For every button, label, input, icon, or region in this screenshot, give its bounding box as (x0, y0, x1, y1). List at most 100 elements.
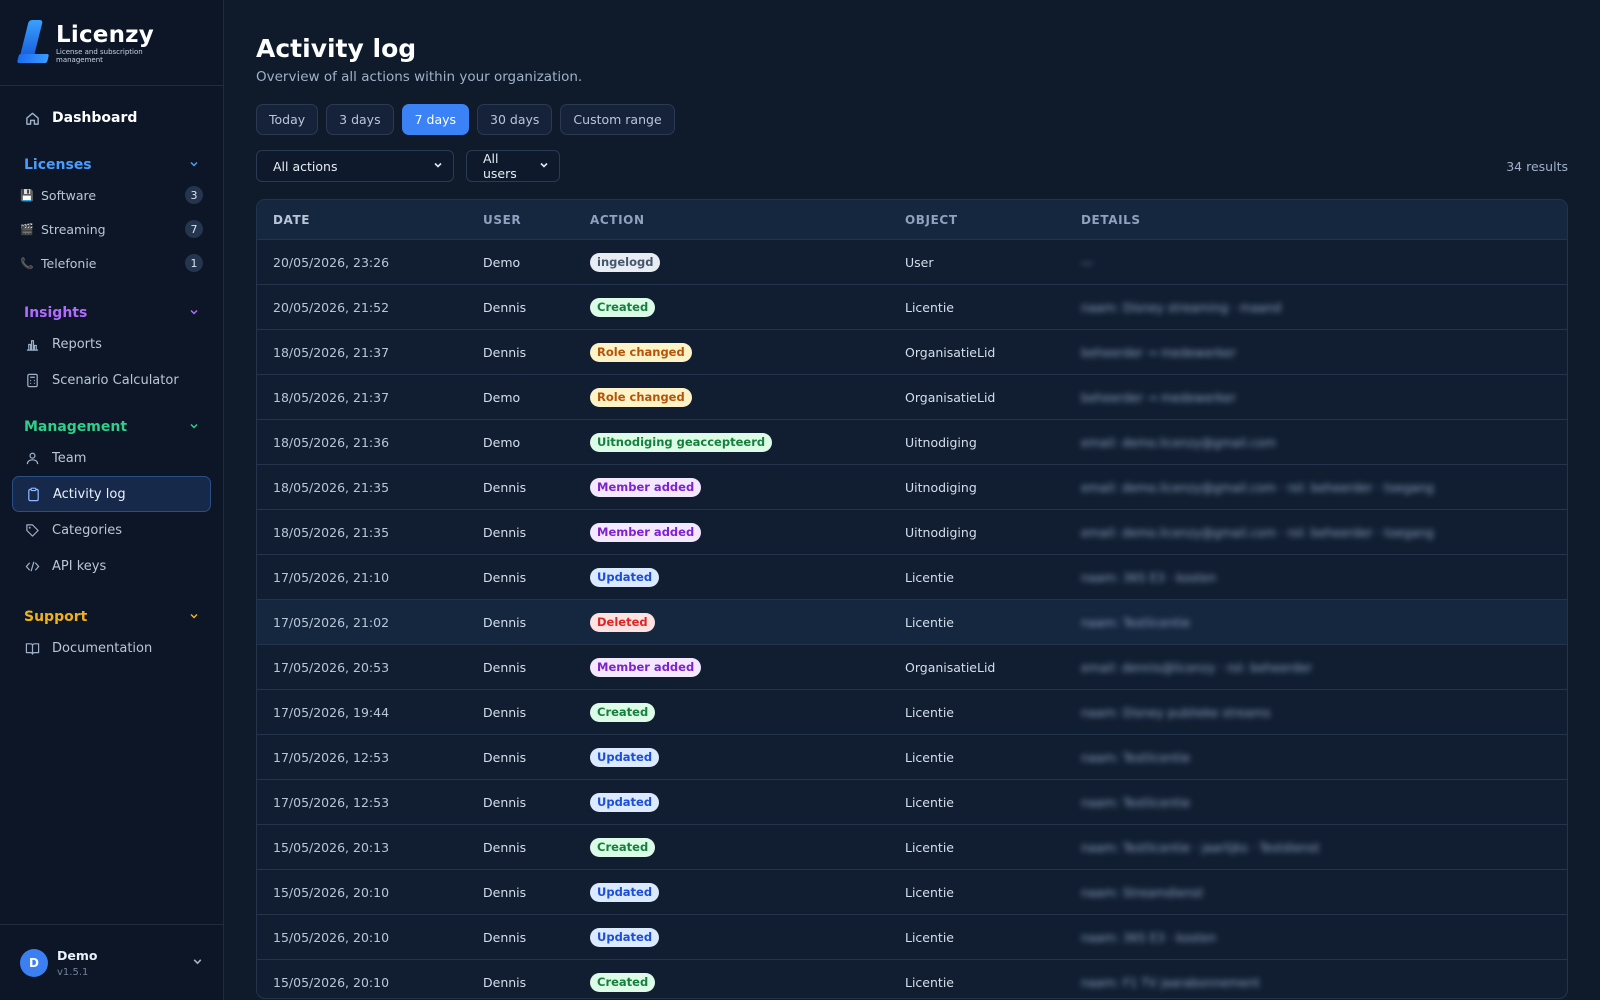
activity-table: DATE USER ACTION OBJECT DETAILS 20/05/20… (256, 199, 1568, 999)
cell-object: Licentie (905, 794, 954, 810)
section-support[interactable]: Support (12, 604, 211, 630)
book-icon (24, 640, 40, 656)
details-text: naam: Disney publieke streams (1081, 705, 1271, 720)
sidebar-item-documentation[interactable]: Documentation (12, 630, 211, 666)
clapperboard-icon: 🎬 (20, 222, 34, 236)
tag-icon (24, 522, 40, 538)
cell-user: Dennis (483, 929, 527, 945)
cell-action: ingelogd (590, 252, 905, 272)
sidebar-item-reports[interactable]: Reports (12, 326, 211, 362)
cell-user: Dennis (483, 299, 527, 315)
section-title: Licenses (24, 157, 92, 173)
cell-action: Member added (590, 477, 905, 497)
cell-object: Licentie (905, 299, 954, 315)
sidebar-item-telefonie[interactable]: 📞 Telefonie 1 (12, 246, 211, 280)
table-row[interactable]: 18/05/2026, 21:35 Dennis Member added Uitno… (257, 510, 1567, 555)
cell-object: Licentie (905, 614, 954, 630)
section-management[interactable]: Management (12, 414, 211, 440)
cell-action: Deleted (590, 612, 905, 632)
cell-user: Demo (483, 254, 521, 270)
action-filter-select[interactable]: All actions (256, 150, 454, 182)
results-count: 34 results (1506, 158, 1568, 174)
table-row[interactable]: 15/05/2026, 20:13 Dennis Created Licentie na… (257, 825, 1567, 870)
table-row[interactable]: 17/05/2026, 21:02 Dennis Deleted Licentie na… (257, 600, 1567, 645)
details-text: naam: Testlicentie (1081, 795, 1191, 810)
sidebar-item-api-keys[interactable]: API keys (12, 548, 211, 584)
table-row[interactable]: 15/05/2026, 20:10 Dennis Updated Licentie na… (257, 870, 1567, 915)
count-badge: 1 (185, 254, 203, 272)
sidebar-item-dashboard[interactable]: Dashboard (12, 104, 211, 132)
action-badge: Deleted (590, 612, 655, 632)
user-filter-select[interactable]: All users (466, 150, 560, 182)
brand-subtitle: License and subscription management (56, 48, 143, 64)
range-7-days-button[interactable]: 7 days (401, 104, 470, 135)
table-header: DATE USER ACTION OBJECT DETAILS (257, 200, 1567, 240)
range-30-days-button[interactable]: 30 days (477, 104, 553, 135)
table-row[interactable]: 18/05/2026, 21:37 Demo Role changed Organis… (257, 375, 1567, 420)
action-badge: Role changed (590, 387, 692, 407)
action-badge: Role changed (590, 342, 692, 362)
sidebar-item-label: Dashboard (52, 110, 138, 126)
sidebar-item-label: Telefonie (41, 255, 97, 271)
table-row[interactable]: 15/05/2026, 20:10 Dennis Created Licentie na… (257, 960, 1567, 998)
sidebar-item-software[interactable]: 💾 Software 3 (12, 178, 211, 212)
brand-name: Licenzy (56, 22, 154, 48)
range-3-days-button[interactable]: 3 days (326, 104, 394, 135)
cell-object: OrganisatieLid (905, 344, 996, 360)
action-badge: Member added (590, 522, 702, 542)
code-icon (24, 558, 40, 574)
action-badge: Created (590, 837, 656, 857)
table-row[interactable]: 20/05/2026, 21:52 Dennis Created Licentie na… (257, 285, 1567, 330)
cell-action: Updated (590, 747, 905, 767)
cell-object: Licentie (905, 884, 954, 900)
cell-action: Updated (590, 567, 905, 587)
cell-details: naam: Disney publieke streams (1081, 705, 1567, 720)
chevron-down-icon (189, 159, 199, 172)
cell-action: Role changed (590, 387, 905, 407)
column-header-details: DETAILS (1081, 212, 1141, 227)
range-custom-button[interactable]: Custom range (560, 104, 675, 135)
column-header-object: OBJECT (905, 212, 958, 227)
cell-details: naam: Streamdienst (1081, 885, 1567, 900)
action-badge: Updated (590, 792, 660, 812)
cell-action: Created (590, 297, 905, 317)
licenzy-logo-icon (16, 20, 50, 64)
section-title: Management (24, 419, 128, 435)
brand[interactable]: Licenzy License and subscription managem… (0, 0, 223, 86)
table-row[interactable]: 17/05/2026, 20:53 Dennis Member added Organ… (257, 645, 1567, 690)
sidebar-item-categories[interactable]: Categories (12, 512, 211, 548)
table-row[interactable]: 17/05/2026, 12:53 Dennis Updated Licentie na… (257, 780, 1567, 825)
table-row[interactable]: 17/05/2026, 12:53 Dennis Updated Licentie na… (257, 735, 1567, 780)
sidebar-item-streaming[interactable]: 🎬 Streaming 7 (12, 212, 211, 246)
cell-object: Licentie (905, 569, 954, 585)
range-today-button[interactable]: Today (256, 104, 319, 135)
cell-details: beheerder → medewerker (1081, 345, 1567, 360)
user-menu[interactable]: D Demo v1.5.1 (0, 924, 223, 1000)
table-row[interactable]: 17/05/2026, 19:44 Dennis Created Licentie na… (257, 690, 1567, 735)
section-insights[interactable]: Insights (12, 300, 211, 326)
sidebar-item-activity-log[interactable]: Activity log (12, 476, 211, 512)
cell-object: OrganisatieLid (905, 389, 996, 405)
details-text: — (1081, 255, 1093, 270)
cell-action: Created (590, 972, 905, 992)
sidebar-item-team[interactable]: Team (12, 440, 211, 476)
cell-details: — (1081, 255, 1567, 270)
table-row[interactable]: 15/05/2026, 20:10 Dennis Updated Licentie na… (257, 915, 1567, 960)
table-row[interactable]: 18/05/2026, 21:35 Dennis Member added Uitno… (257, 465, 1567, 510)
details-text: beheerder → medewerker (1081, 390, 1236, 405)
details-text: email: demo.licenzy@gmail.com (1081, 435, 1277, 450)
clipboard-icon (25, 486, 41, 502)
table-row[interactable]: 20/05/2026, 23:26 Demo ingelogd User — (257, 240, 1567, 285)
table-row[interactable]: 18/05/2026, 21:36 Demo Uitnodiging geaccep… (257, 420, 1567, 465)
sidebar-item-label: Software (41, 187, 97, 203)
chevron-down-icon (189, 611, 199, 624)
action-badge: Updated (590, 747, 660, 767)
table-row[interactable]: 18/05/2026, 21:37 Dennis Role changed Organ… (257, 330, 1567, 375)
cell-date: 17/05/2026, 20:53 (273, 659, 390, 675)
sidebar-item-scenario-calculator[interactable]: Scenario Calculator (12, 362, 211, 398)
cell-object: Uitnodiging (905, 479, 977, 495)
table-row[interactable]: 17/05/2026, 21:10 Dennis Updated Licentie na… (257, 555, 1567, 600)
section-licenses[interactable]: Licenses (12, 152, 211, 178)
chevron-down-icon (189, 421, 199, 434)
count-badge: 3 (185, 186, 203, 204)
